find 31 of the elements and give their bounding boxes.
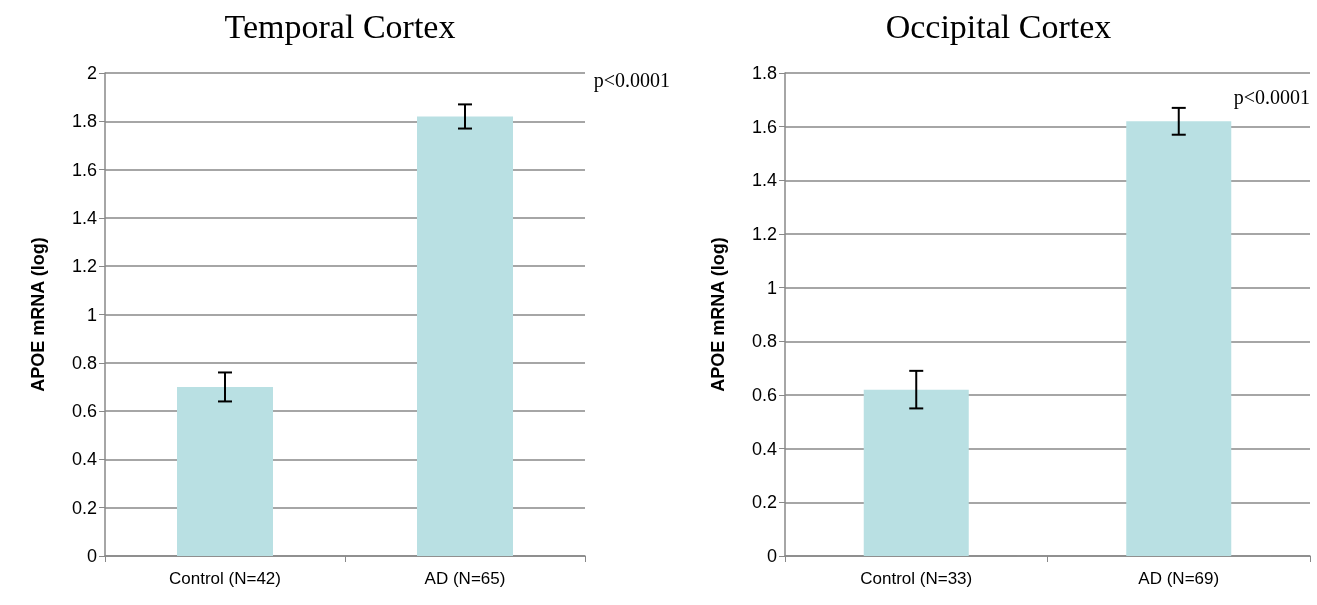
y-tick-label: 0.8: [71, 352, 97, 373]
y-tick-label: 1.8: [751, 63, 777, 83]
y-tick-label: 1.2: [751, 224, 777, 244]
y-axis-title: APOE mRNA (log): [28, 237, 48, 392]
chart-title: Temporal Cortex: [224, 7, 456, 45]
y-tick-label: 1.2: [71, 256, 97, 277]
y-tick-label: 0.6: [71, 401, 97, 422]
y-tick-label: 0.6: [751, 385, 777, 405]
y-tick-label: 0: [86, 546, 97, 566]
y-tick-label: 0.8: [751, 331, 777, 352]
y-axis-title: APOE mRNA (log): [708, 237, 728, 392]
y-tick-label: 1: [86, 304, 97, 325]
y-tick-label: 1.8: [71, 111, 97, 132]
y-tick-label: 1.4: [751, 170, 777, 191]
x-tick-label: Control (N=42): [169, 569, 281, 588]
annotation: p<0.0001: [1233, 86, 1310, 109]
y-tick-label: 1.6: [751, 116, 777, 137]
y-tick-label: 0: [766, 546, 777, 566]
y-tick-label: 1.6: [71, 159, 97, 180]
x-tick-label: AD (N=65): [424, 569, 506, 588]
x-tick-label: AD (N=69): [1138, 569, 1220, 588]
y-tick-label: 0.4: [71, 449, 97, 470]
chart-title: Occipital Cortex: [885, 7, 1112, 45]
y-tick-label: 1.4: [71, 207, 97, 228]
y-tick-label: 0.4: [751, 438, 777, 459]
y-tick-label: 1: [766, 277, 777, 298]
text: p<0.0001: [593, 69, 670, 92]
y-tick-label: 0.2: [751, 492, 777, 513]
y-tick-label: 0.2: [71, 497, 97, 518]
y-tick-label: 2: [86, 63, 97, 83]
x-tick-label: Control (N=33): [860, 569, 973, 588]
